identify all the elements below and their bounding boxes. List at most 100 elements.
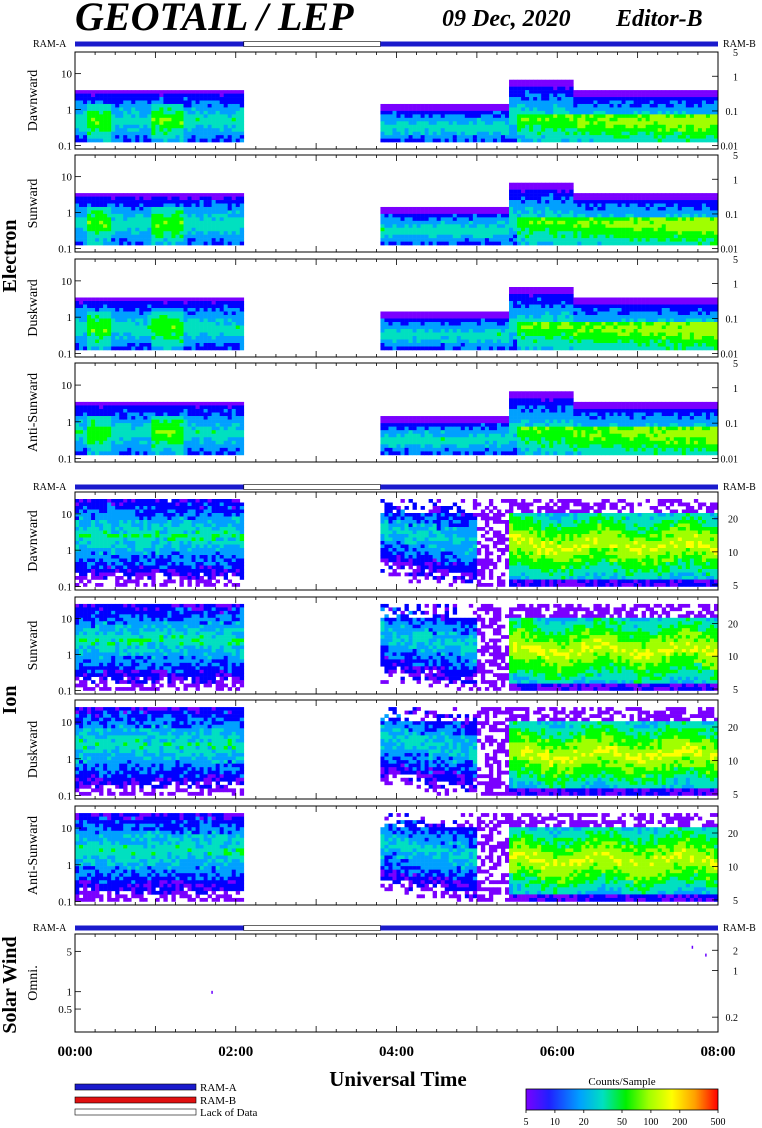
spectrogram-cell xyxy=(444,103,450,108)
spectrogram-cell xyxy=(456,220,462,225)
spectrogram-cell xyxy=(135,336,140,340)
spectrogram-cell xyxy=(412,220,417,225)
spectrogram-cell xyxy=(681,128,687,132)
spectrogram-cell xyxy=(476,318,482,323)
spectrogram-cell xyxy=(416,224,421,229)
spectrogram-cell xyxy=(380,322,385,326)
spectrogram-cell xyxy=(557,287,562,291)
spectrogram-cell xyxy=(585,103,590,108)
spectrogram-cell xyxy=(408,217,413,222)
spectrogram-cell xyxy=(625,110,630,115)
spectrogram-cell xyxy=(565,297,570,302)
spectrogram-cell xyxy=(484,210,490,215)
spectrogram-cell xyxy=(573,103,578,108)
spectrogram-cell xyxy=(597,97,602,101)
spectrogram-cell xyxy=(697,103,703,108)
spectrogram-cell xyxy=(167,103,172,108)
spectrogram-cell xyxy=(175,203,180,208)
spectrogram-cell xyxy=(529,213,534,218)
spectrogram-cell xyxy=(537,213,542,218)
spectrogram-cell xyxy=(187,193,192,197)
spectrogram-cell xyxy=(147,332,152,337)
spectrogram-cell xyxy=(709,114,715,119)
spectrogram-cell xyxy=(432,315,437,319)
spectrogram-cell xyxy=(440,346,446,351)
spectrogram-cell xyxy=(452,110,458,115)
spectrogram-cell xyxy=(693,114,699,119)
spectrogram-cell xyxy=(219,93,224,98)
spectrogram-cell xyxy=(553,90,558,94)
spectrogram-cell xyxy=(641,117,646,122)
spectrogram-cell xyxy=(645,97,650,101)
spectrogram-cell xyxy=(468,131,474,136)
spectrogram-cell xyxy=(75,196,80,201)
spectrogram-cell xyxy=(713,103,719,108)
spectrogram-cell xyxy=(79,90,84,94)
spectrogram-cell xyxy=(573,308,578,312)
spectrogram-cell xyxy=(581,103,586,108)
spectrogram-cell xyxy=(545,203,550,208)
spectrogram-cell xyxy=(681,220,687,225)
spectrogram-cell xyxy=(529,86,534,91)
spectrogram-cell xyxy=(392,117,397,122)
spectrogram-cell xyxy=(195,138,200,143)
spectrogram-cell xyxy=(87,304,92,309)
spectrogram-cell xyxy=(609,241,614,246)
spectrogram-cell xyxy=(705,206,711,211)
spectrogram-cell xyxy=(127,227,132,232)
spectrogram-cell xyxy=(416,325,421,330)
spectrogram-cell xyxy=(412,325,417,330)
spectrogram-cell xyxy=(661,121,667,126)
spectrogram-cell xyxy=(123,213,128,218)
spectrogram-cell xyxy=(203,241,208,246)
spectrogram-cell xyxy=(553,186,558,190)
spectrogram-cell xyxy=(135,121,140,126)
spectrogram-cell xyxy=(95,224,100,229)
spectrogram-cell xyxy=(605,128,610,132)
spectrogram-cell xyxy=(577,308,582,312)
spectrogram-cell xyxy=(167,322,172,326)
spectrogram-cell xyxy=(424,206,429,211)
spectrogram-cell xyxy=(103,297,108,302)
spectrogram-cell xyxy=(669,234,675,239)
spectrogram-cell xyxy=(569,301,574,305)
spectrogram-cell xyxy=(677,241,683,246)
spectrogram-cell xyxy=(87,200,92,204)
spectrogram-cell xyxy=(693,234,699,239)
spectrogram-cell xyxy=(183,203,188,208)
spectrogram-cell xyxy=(83,90,88,94)
spectrogram-cell xyxy=(155,315,160,319)
spectrogram-cell xyxy=(191,210,196,215)
spectrogram-cell xyxy=(151,329,156,333)
spectrogram-cell xyxy=(677,227,683,232)
spectrogram-cell xyxy=(404,332,409,337)
spectrogram-cell xyxy=(577,315,582,319)
spectrogram-cell xyxy=(111,107,116,112)
spectrogram-cell xyxy=(673,93,679,98)
spectrogram-cell xyxy=(561,182,566,187)
spectrogram-cell xyxy=(669,128,675,132)
spectrogram-cell xyxy=(231,193,237,197)
spectrogram-cell xyxy=(496,117,502,122)
spectrogram-cell xyxy=(195,131,200,136)
spectrogram-cell xyxy=(545,234,550,239)
spectrogram-cell xyxy=(195,206,200,211)
spectrogram-cell xyxy=(677,231,683,235)
spectrogram-cell xyxy=(565,217,570,222)
spectrogram-cell xyxy=(239,234,245,239)
spectrogram-cell xyxy=(404,138,409,143)
spectrogram-cell xyxy=(79,110,84,115)
spectrogram-cell xyxy=(609,100,614,105)
spectrogram-cell xyxy=(533,308,538,312)
spectrogram-cell xyxy=(637,196,642,201)
spectrogram-cell xyxy=(171,210,176,215)
spectrogram-cell xyxy=(645,121,650,126)
spectrogram-cell xyxy=(685,138,691,143)
spectrogram-cell xyxy=(685,97,691,101)
spectrogram-cell xyxy=(448,117,454,122)
spectrogram-cell xyxy=(480,135,486,139)
spectrogram-cell xyxy=(79,318,84,323)
spectrogram-cell xyxy=(147,200,152,204)
spectrogram-cell xyxy=(573,206,578,211)
spectrogram-cell xyxy=(131,336,136,340)
